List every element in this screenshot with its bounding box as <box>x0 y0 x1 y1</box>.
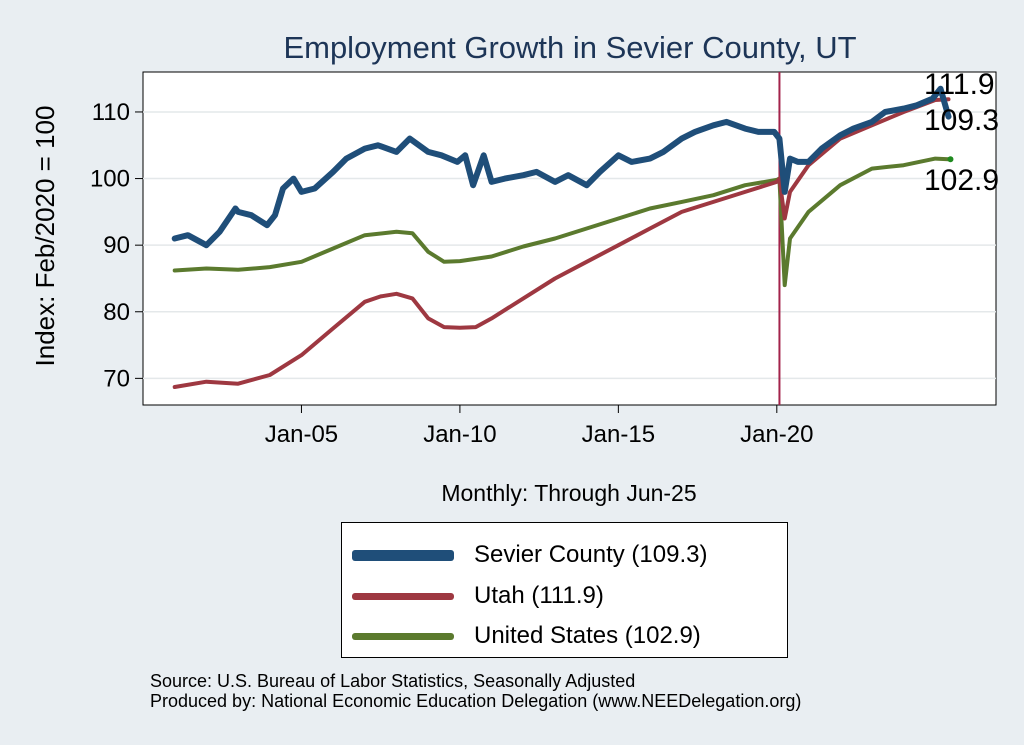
end-point-marker <box>947 156 954 163</box>
x-tick-label: Jan-20 <box>740 421 813 448</box>
source-line: Source: U.S. Bureau of Labor Statistics,… <box>150 671 636 691</box>
legend-label-sevier: Sevier County (109.3) <box>474 541 708 568</box>
y-tick-label: 70 <box>103 365 130 392</box>
legend-swatch-united-states <box>352 632 454 640</box>
grid-lines <box>143 111 996 380</box>
x-tick-label: Jan-05 <box>265 421 338 448</box>
y-axis-title: Index: Feb/2020 = 100 <box>30 106 60 367</box>
legend-label-utah: Utah (111.9) <box>474 582 604 609</box>
y-tick-label: 80 <box>103 299 130 326</box>
x-tick-label: Jan-15 <box>582 421 655 448</box>
axes: 70 80 90 100 110 Jan-05 Jan-10 Jan-15 Jan-20 <box>90 99 814 448</box>
chart-title: Employment Growth in Sevier County, UT <box>283 30 856 65</box>
legend-item-united-states: United States (102.9) <box>352 618 701 654</box>
end-label: 109.3 <box>924 104 999 137</box>
x-axis-title: Monthly: Through Jun-25 <box>441 480 696 506</box>
legend: Sevier County (109.3) Utah (111.9) Unite… <box>341 522 788 658</box>
source-note: Source: U.S. Bureau of Labor Statistics,… <box>150 671 801 711</box>
legend-label-united-states: United States (102.9) <box>474 622 701 649</box>
legend-swatch-utah <box>352 592 454 600</box>
legend-swatch-sevier <box>352 549 454 561</box>
produced-by-line: Produced by: National Economic Education… <box>150 691 802 711</box>
series-line-united-states <box>172 156 951 288</box>
y-tick-label: 110 <box>92 99 130 126</box>
legend-item-utah: Utah (111.9) <box>352 578 604 614</box>
legend-item-sevier: Sevier County (109.3) <box>352 537 707 573</box>
series-line-sevier-county <box>171 85 952 249</box>
end-label: 102.9 <box>924 164 999 197</box>
x-tick-label: Jan-10 <box>423 421 496 448</box>
series-line-utah <box>172 97 951 389</box>
y-tick-label: 100 <box>90 166 130 193</box>
end-label: 111.9 <box>924 68 995 101</box>
series-lines <box>171 72 954 405</box>
y-tick-label: 90 <box>103 232 130 259</box>
